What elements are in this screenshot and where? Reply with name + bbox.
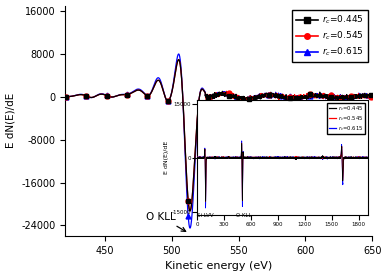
Text: O KLL: O KLL [146, 212, 186, 231]
X-axis label: Kinetic energy (eV): Kinetic energy (eV) [165, 261, 272, 271]
Y-axis label: E dN(E)/dE: E dN(E)/dE [5, 93, 15, 148]
Legend: $r_c$=0.445, $r_c$=0.545, $r_c$=0.615: $r_c$=0.445, $r_c$=0.545, $r_c$=0.615 [292, 10, 368, 62]
